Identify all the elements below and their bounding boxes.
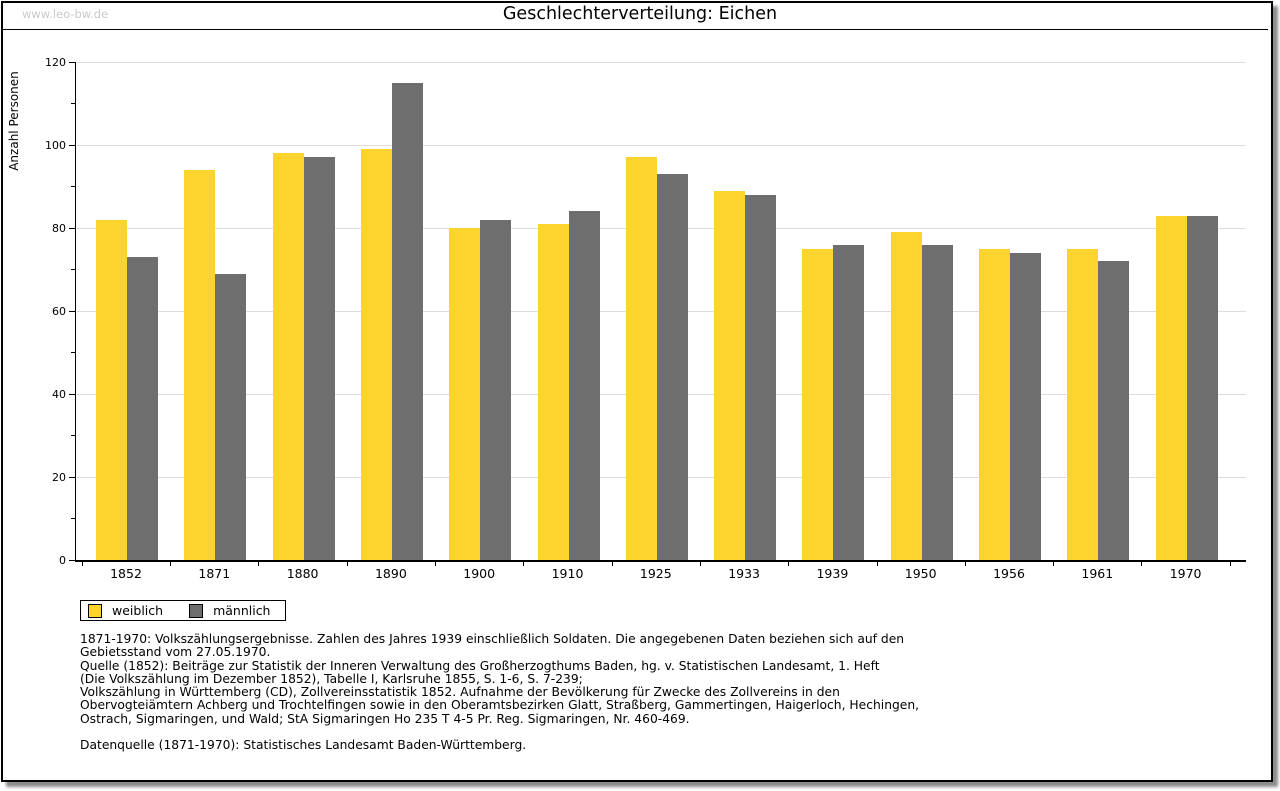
y-tick-label-0: 0 (59, 553, 66, 567)
bar-männlich-1900 (480, 220, 512, 560)
x-label-1910: 1910 (551, 566, 584, 581)
legend-swatch-weiblich (88, 603, 102, 618)
x-tick-12 (1141, 562, 1143, 566)
x-tick-11 (1053, 562, 1055, 566)
x-tick-4 (435, 562, 436, 566)
bar-männlich-1910 (568, 211, 600, 560)
bar-weiblich-1933 (714, 191, 746, 560)
bar-männlich-1961 (1098, 261, 1130, 560)
x-tick-13 (1229, 562, 1231, 566)
bar-männlich-1852 (127, 257, 158, 560)
y-tick-label-20: 20 (52, 470, 66, 484)
watermark: www.leo-bw.de (22, 7, 109, 21)
x-label-1880: 1880 (286, 566, 319, 581)
x-tick-0 (81, 562, 83, 566)
x-tick-1 (170, 562, 172, 566)
x-label-1852: 1852 (110, 566, 142, 581)
footnote-line: Quelle (1852): Beiträge zur Statistik de… (80, 658, 880, 673)
legend: weiblich männlich (80, 600, 286, 621)
y-tick-60 (69, 310, 76, 312)
x-label-1925: 1925 (639, 566, 672, 581)
x-label-1900: 1900 (463, 566, 496, 581)
plot-area (75, 61, 1246, 562)
bar-weiblich-1871 (184, 170, 216, 560)
y-tick-label-40: 40 (52, 387, 66, 401)
legend-label: männlich (213, 603, 271, 618)
footnote-line: (Die Volkszählung im Dezember 1852), Tab… (80, 671, 583, 686)
legend-swatch-männlich (189, 603, 204, 618)
bar-männlich-1925 (656, 174, 688, 560)
y-tick-20 (69, 476, 76, 478)
y-minor-tick-70 (71, 269, 76, 270)
footnote-line (80, 726, 1230, 739)
gridline-100 (77, 144, 1246, 146)
x-label-1933: 1933 (728, 566, 760, 581)
legend-item-weiblich: weiblich (88, 603, 163, 618)
bar-männlich-1950 (921, 245, 953, 560)
y-minor-tick-90 (71, 186, 76, 187)
y-minor-tick-30 (71, 435, 76, 436)
bar-männlich-1939 (833, 245, 865, 560)
title-separator (3, 29, 1268, 30)
legend-label: weiblich (112, 603, 164, 618)
footnotes: 1871-1970: Volkszählungsergebnisse. Zahl… (80, 632, 1230, 753)
bar-weiblich-1925 (625, 157, 657, 560)
x-tick-9 (876, 562, 878, 566)
bar-weiblich-1900 (449, 228, 481, 560)
footnote-datasource: Datenquelle (1871-1970): Statistisches L… (80, 738, 527, 753)
y-minor-tick-10 (71, 518, 76, 519)
y-axis-label: Anzahl Personen (7, 71, 21, 171)
bar-weiblich-1852 (96, 220, 127, 560)
x-label-1939: 1939 (816, 566, 849, 581)
y-tick-label-60: 60 (52, 304, 66, 318)
page-title: Geschlechterverteilung: Eichen (502, 4, 778, 24)
x-tick-3 (346, 562, 348, 566)
x-label-1961: 1961 (1081, 566, 1114, 581)
x-tick-8 (788, 562, 790, 566)
bar-männlich-1970 (1186, 216, 1218, 560)
bar-weiblich-1890 (360, 149, 392, 560)
footnote-line: Obervogteiämtern Achberg und Trochtelfin… (80, 698, 920, 713)
y-tick-120 (69, 61, 76, 63)
bar-weiblich-1880 (272, 153, 304, 560)
bar-weiblich-1950 (890, 232, 922, 560)
bar-weiblich-1970 (1155, 216, 1187, 560)
footnote-line: Gebietsstand vom 27.05.1970. (80, 645, 271, 660)
bar-männlich-1956 (1010, 253, 1041, 560)
x-label-1956: 1956 (993, 566, 1025, 581)
bar-männlich-1933 (745, 195, 777, 560)
gridline-120 (77, 61, 1246, 63)
footnote-line: 1871-1970: Volkszählungsergebnisse. Zahl… (80, 632, 905, 646)
y-tick-80 (69, 227, 76, 229)
x-tick-10 (964, 562, 966, 566)
y-tick-0 (69, 559, 76, 561)
x-tick-6 (611, 562, 613, 566)
x-label-1890: 1890 (374, 566, 407, 581)
bar-weiblich-1939 (802, 249, 834, 560)
bar-weiblich-1956 (979, 249, 1010, 560)
bar-männlich-1880 (303, 157, 335, 560)
y-tick-label-80: 80 (52, 221, 66, 235)
y-tick-label-100: 100 (45, 138, 66, 152)
x-tick-2 (258, 562, 260, 566)
x-tick-7 (700, 562, 701, 566)
y-tick-label-120: 120 (45, 55, 66, 69)
bar-weiblich-1910 (537, 224, 569, 560)
legend-item-männlich: männlich (189, 603, 270, 618)
bar-männlich-1890 (391, 83, 423, 560)
x-label-1970: 1970 (1169, 566, 1202, 581)
y-tick-100 (69, 144, 76, 146)
bar-männlich-1871 (215, 274, 247, 560)
footnote-line: Ostrach, Sigmaringen, und Wald; StA Sigm… (80, 711, 690, 726)
x-label-1871: 1871 (198, 566, 231, 581)
bar-weiblich-1961 (1067, 249, 1099, 560)
y-tick-40 (69, 393, 76, 395)
y-minor-tick-50 (71, 352, 76, 353)
x-tick-5 (523, 562, 525, 566)
x-label-1950: 1950 (904, 566, 937, 581)
y-minor-tick-110 (71, 103, 76, 104)
footnote-line: Volkszählung in Württemberg (CD), Zollve… (80, 685, 840, 700)
